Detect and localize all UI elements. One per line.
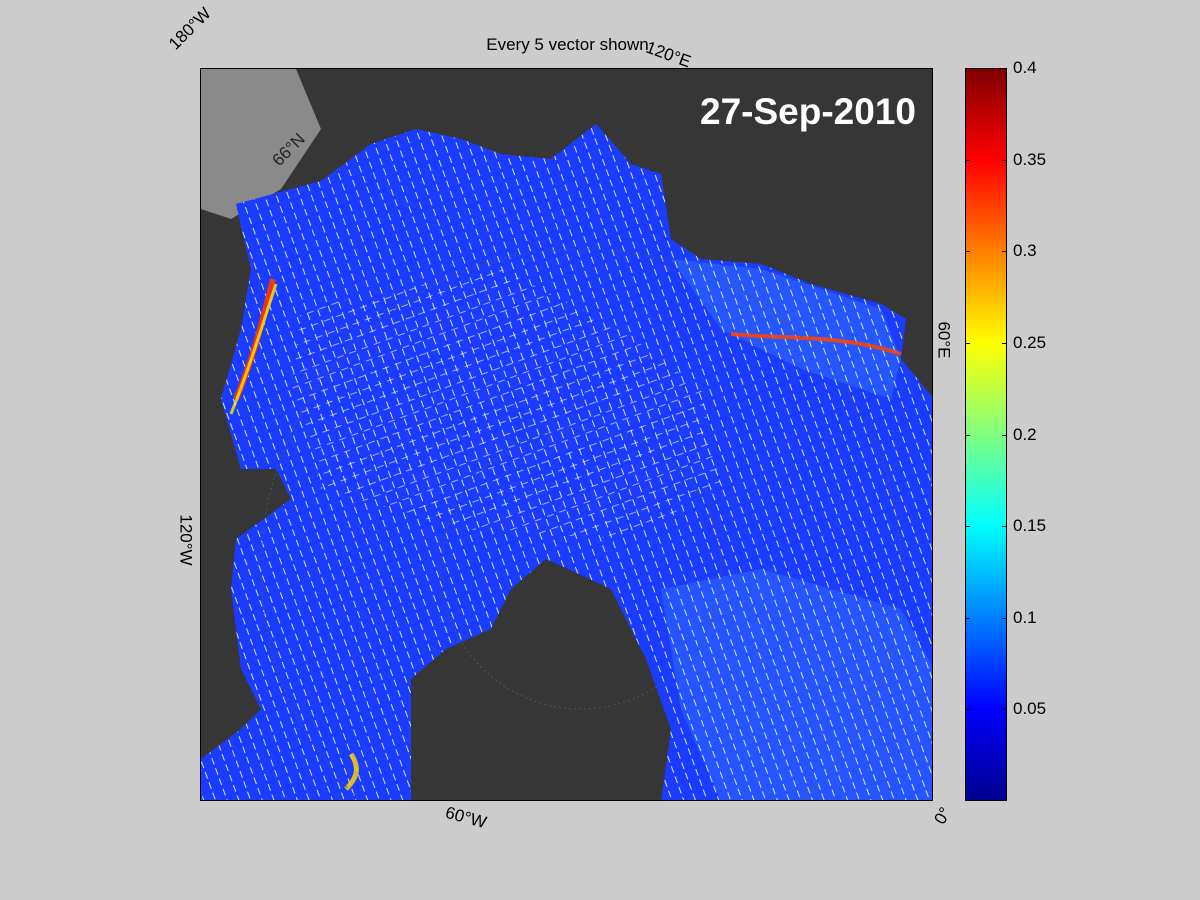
colorbar-tick-mark [1002,342,1007,344]
graticule-circle-outer [260,248,902,800]
jet-hudson [344,752,359,791]
colorbar-tick-mark [1002,68,1007,69]
figure-title: Every 5 vector shown [486,35,649,54]
colorbar-tick-label: 0.3 [1013,241,1037,261]
colorbar-tick-mark [1002,709,1007,711]
colorbar-tick-mark [1002,251,1007,253]
colorbar-tick-mark [965,251,970,253]
colorbar-tick-mark [965,342,970,344]
colorbar-tick-mark [1002,159,1007,161]
lon-label-60w: 60°W [443,802,489,833]
lon-label-120w: 120°W [176,514,196,566]
colorbar-tick-label: 0.2 [1013,424,1037,444]
colorbar-tick-label: 0.4 [1013,58,1037,77]
arctic-ocean-map: 27-Sep-2010 [200,68,933,801]
map-canvas [201,69,932,800]
lon-label-0: 0° [930,803,955,828]
colorbar-tick-label: 0.1 [1013,607,1037,627]
colorbar-tick-mark [965,526,970,528]
colorbar [965,68,1007,801]
colorbar-tick-label: 0.05 [1013,699,1047,719]
colorbar-tick-label: 0.25 [1013,332,1047,352]
ice-region-northwest [201,69,321,219]
colorbar-tick-mark [1002,434,1007,436]
colorbar-tick-mark [965,68,970,69]
colorbar-tick-mark [965,159,970,161]
colorbar-tick-mark [1002,526,1007,528]
date-label: 27-Sep-2010 [700,91,916,132]
colorbar-tick-label: 0.35 [1013,149,1047,169]
colorbar-tick-mark [965,434,970,436]
graticule-circle-inner [440,428,722,710]
jet-kara-sea [730,332,902,356]
colorbar-tick-mark [1002,617,1007,619]
colorbar-tick-mark [965,709,970,711]
colorbar-tick-mark [965,617,970,619]
lon-label-60e: 60°E [934,321,954,359]
colorbar-tick-label: 0.15 [1013,516,1047,536]
